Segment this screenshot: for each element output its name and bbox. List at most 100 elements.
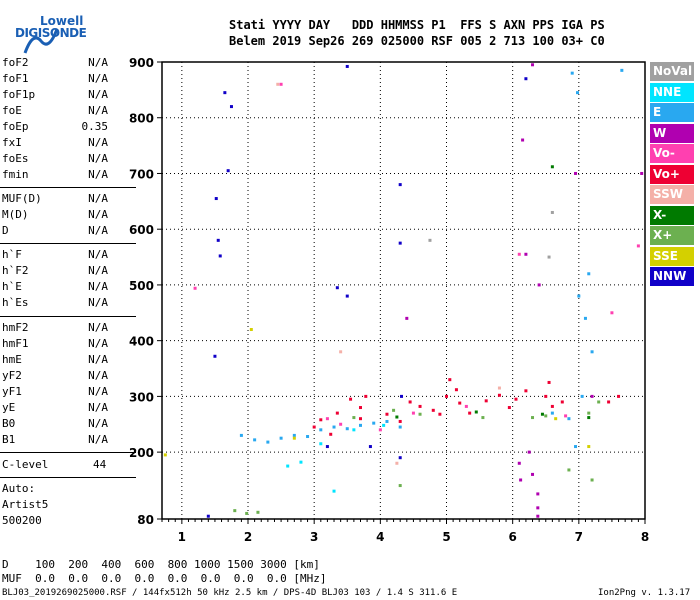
param-name-4: foEp <box>2 120 29 133</box>
x-tick-label: 7 <box>575 530 583 544</box>
data-point <box>193 286 197 290</box>
auto-code: 500200 <box>2 514 42 527</box>
data-point <box>547 255 551 259</box>
clevel-label: C-level <box>2 458 49 471</box>
data-point <box>358 406 362 410</box>
data-point <box>405 316 409 320</box>
separator <box>0 187 136 188</box>
data-point <box>519 478 523 482</box>
data-point <box>325 417 329 421</box>
data-point <box>468 411 472 415</box>
x-tick-label: 8 <box>641 530 649 544</box>
separator <box>0 316 136 317</box>
data-point <box>214 197 218 201</box>
data-point <box>590 350 594 354</box>
data-point <box>229 105 233 109</box>
data-point <box>527 450 531 454</box>
data-point <box>368 445 372 449</box>
separator <box>0 477 136 478</box>
y-tick-label: 300 <box>129 390 154 404</box>
x-tick-label: 6 <box>508 530 516 544</box>
data-point <box>531 472 535 476</box>
data-point <box>279 436 283 440</box>
plot-frame <box>161 61 646 520</box>
data-point <box>395 415 399 419</box>
muf-row: MUF 0.0 0.0 0.0 0.0 0.0 0.0 0.0 0.0 [MHz… <box>2 572 327 585</box>
param-value-19: N/A <box>88 385 108 398</box>
data-point <box>319 418 323 422</box>
data-point <box>249 328 253 332</box>
data-point <box>540 412 544 416</box>
y-tick-label: 200 <box>129 446 154 460</box>
data-point <box>524 77 528 81</box>
param-value-9: N/A <box>88 208 108 221</box>
data-point <box>163 453 167 457</box>
param-value-10: N/A <box>88 224 108 237</box>
data-point <box>550 411 554 415</box>
data-point <box>536 492 540 496</box>
param-value-7: N/A <box>88 168 108 181</box>
data-point <box>610 311 614 315</box>
data-point <box>590 478 594 482</box>
param-name-8: MUF(D) <box>2 192 42 205</box>
x-tick-label: 3 <box>310 530 318 544</box>
data-point <box>266 440 270 444</box>
auto-label: Auto: <box>2 482 36 495</box>
data-point <box>408 400 412 404</box>
data-point <box>458 401 462 405</box>
param-value-8: N/A <box>88 192 108 205</box>
data-point <box>640 171 644 175</box>
legend-item-w: W <box>650 123 694 143</box>
data-point <box>587 416 591 420</box>
legend-item-vo: Vo- <box>650 144 694 163</box>
data-point <box>597 400 601 404</box>
footer-version: Ion2Png v. 1.3.17 <box>598 588 691 598</box>
data-point <box>329 432 333 436</box>
data-point <box>554 417 558 421</box>
data-point <box>239 433 243 437</box>
param-name-7: fmin <box>2 168 29 181</box>
param-name-14: h`Es <box>2 296 29 309</box>
data-point <box>445 394 449 398</box>
param-name-0: foF2 <box>2 56 29 69</box>
data-point <box>428 238 432 242</box>
data-point <box>617 394 621 398</box>
legend-item-ssw: SSW <box>650 185 694 204</box>
data-point <box>385 419 389 423</box>
data-point <box>398 484 402 488</box>
distance-row: D 100 200 400 600 800 1000 1500 3000 [km… <box>2 558 320 571</box>
param-name-11: h`F <box>2 248 22 261</box>
y-tick-label: 700 <box>129 167 154 181</box>
param-value-20: N/A <box>88 401 108 414</box>
data-point <box>524 252 528 256</box>
data-point <box>484 399 488 403</box>
data-point <box>382 423 386 427</box>
clevel-value: 44 <box>93 458 107 471</box>
data-point <box>531 416 535 420</box>
data-point <box>567 417 571 421</box>
data-point <box>517 461 521 465</box>
data-point <box>576 91 580 95</box>
data-point <box>352 416 356 420</box>
param-value-22: N/A <box>88 433 108 446</box>
legend-item-sse: SSE <box>650 246 694 266</box>
param-value-14: N/A <box>88 296 108 309</box>
param-name-16: hmF1 <box>2 337 29 350</box>
param-name-10: D <box>2 224 9 237</box>
data-point <box>292 433 296 437</box>
auto-artist: Artist5 <box>2 498 49 511</box>
param-value-0: N/A <box>88 56 108 69</box>
data-point <box>319 442 323 446</box>
data-point <box>448 378 452 382</box>
param-name-9: M(D) <box>2 208 29 221</box>
param-value-15: N/A <box>88 321 108 334</box>
data-point <box>352 428 356 432</box>
y-tick-label: 400 <box>129 335 154 349</box>
data-point <box>306 435 310 439</box>
legend-item-noval: NoVal <box>650 62 694 81</box>
data-point <box>507 406 511 410</box>
data-point <box>398 419 402 423</box>
y-tick-label: 900 <box>129 56 154 70</box>
y-tick-label: 600 <box>129 223 154 237</box>
data-point <box>349 397 353 401</box>
